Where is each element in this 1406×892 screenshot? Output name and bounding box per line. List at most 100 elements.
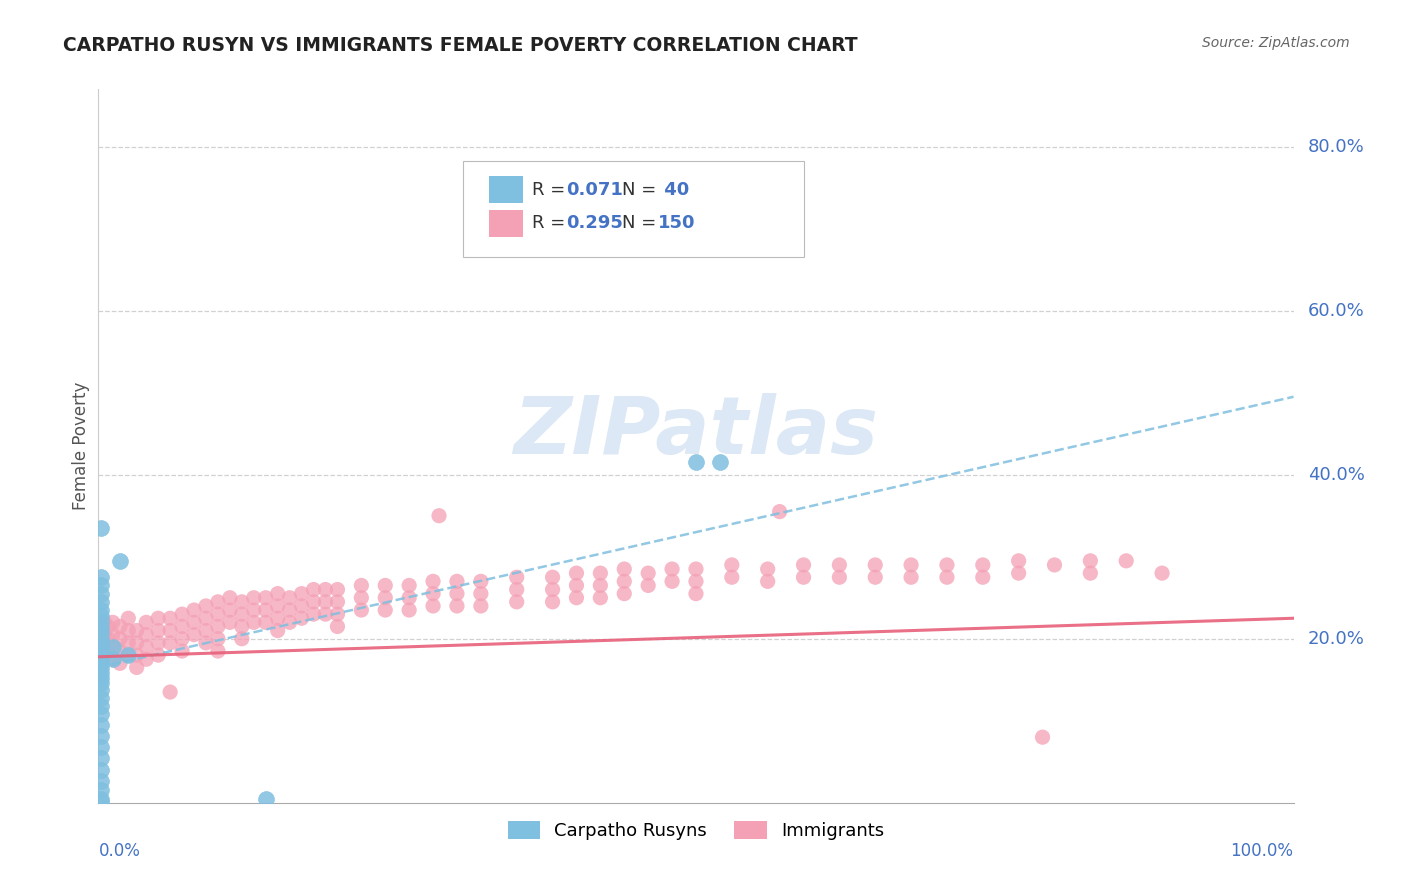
Point [267, 624, 290, 638]
Point [793, 570, 815, 584]
Text: ZIPatlas: ZIPatlas [513, 392, 879, 471]
Point [90, 608, 112, 623]
Point [195, 636, 218, 650]
Point [117, 624, 139, 638]
Text: 100.0%: 100.0% [1230, 842, 1294, 860]
Point [101, 652, 124, 666]
Point [422, 574, 444, 589]
Point [326, 595, 349, 609]
FancyBboxPatch shape [489, 177, 523, 203]
Point [291, 587, 314, 601]
Point [637, 566, 659, 581]
Point [90, 707, 112, 722]
Point [326, 607, 349, 622]
Point [685, 574, 707, 589]
Point [243, 615, 266, 630]
Point [315, 595, 337, 609]
Point [1008, 554, 1031, 568]
Point [243, 603, 266, 617]
Point [97, 632, 120, 646]
Point [374, 603, 396, 617]
Point [267, 587, 290, 601]
Text: 20.0%: 20.0% [1308, 630, 1365, 648]
Point [148, 636, 170, 650]
Point [90, 682, 112, 697]
Point [565, 591, 588, 605]
Point [756, 562, 779, 576]
Point [183, 627, 205, 641]
Point [117, 648, 139, 662]
Point [90, 718, 112, 732]
Point [613, 587, 636, 601]
Point [267, 599, 290, 613]
Point [865, 558, 887, 572]
Point [90, 676, 112, 690]
Point [613, 574, 636, 589]
FancyBboxPatch shape [489, 210, 523, 237]
Point [90, 661, 112, 675]
Point [90, 763, 112, 777]
Point [172, 632, 194, 646]
FancyBboxPatch shape [463, 161, 804, 257]
Point [398, 591, 420, 605]
Point [108, 619, 131, 633]
Point [1008, 566, 1031, 581]
Point [326, 619, 349, 633]
Point [90, 642, 112, 657]
Text: N =: N = [621, 214, 662, 232]
Text: 40.0%: 40.0% [1308, 466, 1365, 483]
Point [506, 595, 529, 609]
Text: 80.0%: 80.0% [1308, 137, 1365, 155]
Point [97, 619, 120, 633]
Point [350, 591, 373, 605]
Point [125, 624, 148, 638]
Point [101, 627, 124, 641]
Point [159, 685, 181, 699]
Point [231, 619, 253, 633]
Text: 0.295: 0.295 [565, 214, 623, 232]
Point [661, 562, 683, 576]
Point [267, 611, 290, 625]
Point [108, 632, 131, 646]
Point [254, 591, 277, 605]
Point [172, 619, 194, 633]
Point [90, 690, 112, 705]
Point [589, 591, 612, 605]
Point [446, 574, 468, 589]
Point [231, 607, 253, 622]
Point [302, 582, 325, 597]
Point [254, 615, 277, 630]
Point [350, 578, 373, 592]
Point [291, 599, 314, 613]
Point [709, 455, 731, 469]
Point [756, 574, 779, 589]
Point [828, 558, 851, 572]
Text: Source: ZipAtlas.com: Source: ZipAtlas.com [1202, 36, 1350, 50]
Point [828, 570, 851, 584]
Point [90, 657, 112, 671]
Point [254, 603, 277, 617]
Point [195, 624, 218, 638]
Point [589, 578, 612, 592]
Point [93, 627, 115, 641]
Point [936, 570, 959, 584]
Text: N =: N = [621, 181, 662, 199]
Point [326, 582, 349, 597]
Point [315, 607, 337, 622]
Point [90, 638, 112, 652]
Point [195, 599, 218, 613]
Point [1115, 554, 1137, 568]
Point [90, 698, 112, 713]
Point [589, 189, 612, 203]
Point [207, 595, 229, 609]
Point [506, 570, 529, 584]
Point [125, 660, 148, 674]
Point [90, 632, 112, 646]
Point [721, 558, 744, 572]
Point [90, 587, 112, 601]
Text: 0.071: 0.071 [565, 181, 623, 199]
Point [97, 644, 120, 658]
Point [135, 627, 157, 641]
Point [90, 578, 112, 592]
Point [637, 578, 659, 592]
